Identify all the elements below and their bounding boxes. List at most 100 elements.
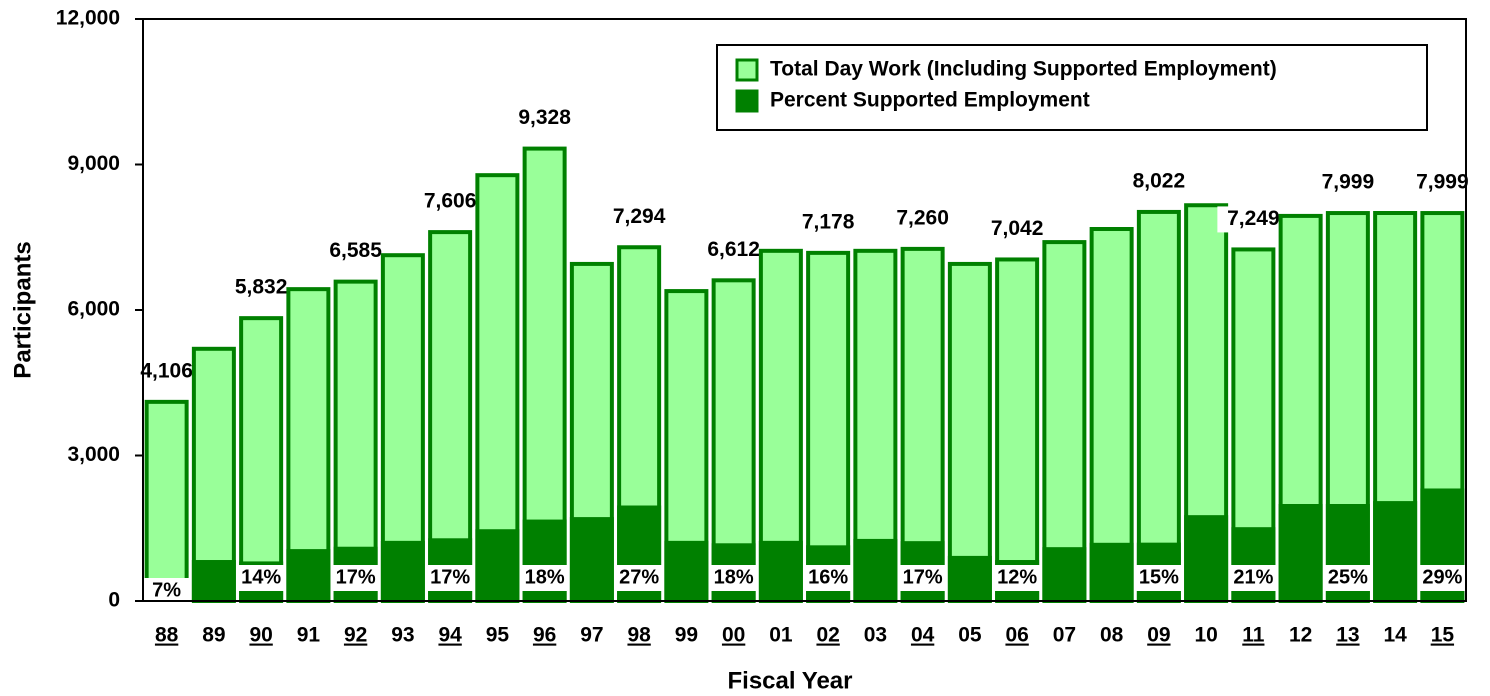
x-axis-label: Fiscal Year	[728, 667, 853, 694]
percent-label: 18%	[714, 566, 754, 588]
x-tick-label: 93	[391, 624, 414, 647]
x-tick-label: 98	[627, 624, 651, 647]
value-label-bg	[1311, 170, 1384, 197]
value-label-bg	[603, 204, 676, 231]
supported-bar	[947, 555, 992, 601]
x-tick-label: 11	[1242, 624, 1265, 647]
value-label-bg	[792, 209, 865, 236]
x-tick-label: 09	[1147, 624, 1170, 647]
x-tick-label: 90	[249, 624, 272, 647]
value-label: 6,585	[329, 239, 382, 262]
total-bar	[1136, 209, 1181, 603]
total-bar	[239, 316, 284, 603]
x-tick-label: 04	[911, 624, 935, 647]
supported-bar	[286, 549, 331, 601]
percent-label: 18%	[525, 566, 565, 588]
percent-label-bg	[520, 565, 569, 591]
x-tick-label: 96	[533, 624, 556, 647]
x-tick-label: 88	[155, 624, 179, 647]
value-label: 7,999	[1416, 171, 1469, 194]
x-tick-label: 05	[958, 624, 982, 647]
y-tick-label: 9,000	[67, 152, 120, 175]
percent-label: 17%	[903, 566, 943, 588]
percent-label: 16%	[808, 566, 848, 588]
percent-label-bg	[142, 578, 191, 604]
supported-bar	[664, 540, 709, 601]
legend-box	[716, 44, 1428, 131]
value-label: 7,999	[1322, 171, 1375, 194]
percent-label: 27%	[619, 566, 659, 588]
percent-label-bg	[709, 565, 758, 591]
value-label: 7,606	[424, 190, 477, 213]
value-label: 8,022	[1133, 169, 1186, 192]
total-bar	[191, 346, 236, 603]
x-tick-label: 91	[297, 624, 321, 647]
x-tick-label: 15	[1431, 624, 1455, 647]
supported-bar	[1373, 501, 1418, 601]
x-tick-label: 07	[1053, 624, 1076, 647]
value-label-bg	[225, 275, 298, 302]
percent-label: 7%	[152, 579, 181, 601]
value-label-bg	[886, 205, 959, 232]
x-tick-label: 00	[722, 624, 745, 647]
total-bar	[1042, 240, 1087, 603]
x-tick-label: 99	[675, 624, 698, 647]
percent-label: 21%	[1233, 566, 1273, 588]
x-tick-label: 10	[1194, 624, 1217, 647]
x-tick-label: 01	[769, 624, 793, 647]
value-label: 7,249	[1227, 207, 1280, 230]
y-tick-label: 0	[108, 589, 120, 612]
supported-bar	[191, 560, 236, 601]
legend-swatch	[735, 58, 759, 82]
y-tick-label: 3,000	[67, 443, 120, 466]
y-tick-label: 12,000	[56, 7, 120, 30]
x-tick-label: 89	[202, 624, 225, 647]
value-label: 9,328	[518, 106, 571, 129]
percent-label-bg	[615, 565, 664, 591]
value-label-bg	[1217, 206, 1290, 233]
value-label: 4,106	[140, 359, 193, 382]
value-label: 5,832	[235, 276, 288, 299]
x-tick-label: 06	[1005, 624, 1028, 647]
percent-label-bg	[804, 565, 853, 591]
percent-label-bg	[237, 565, 286, 591]
value-label: 7,042	[991, 217, 1044, 240]
value-label: 6,612	[707, 238, 760, 261]
percent-label: 17%	[336, 566, 376, 588]
y-axis-label: Participants	[9, 241, 36, 378]
x-tick-label: 14	[1383, 624, 1407, 647]
value-label-bg	[508, 105, 581, 132]
percent-label: 12%	[997, 566, 1037, 588]
legend-label: Percent Supported Employment	[770, 89, 1090, 112]
x-tick-label: 02	[816, 624, 839, 647]
value-label-bg	[1122, 168, 1195, 195]
legend-label: Total Day Work (Including Supported Empl…	[770, 58, 1277, 81]
supported-bar	[853, 538, 898, 601]
x-tick-label: 97	[580, 624, 603, 647]
legend-swatch	[735, 89, 759, 113]
percent-label-bg	[426, 565, 475, 591]
percent-label-bg	[1323, 565, 1372, 591]
supported-bar	[569, 517, 614, 601]
total-bar	[1089, 227, 1134, 603]
x-tick-label: 03	[864, 624, 887, 647]
percent-label-bg	[331, 565, 380, 591]
value-label: 7,294	[613, 205, 666, 228]
value-label-bg	[697, 237, 770, 264]
supported-bar	[1042, 547, 1087, 601]
percent-label-bg	[898, 565, 947, 591]
supported-bar	[1278, 504, 1323, 601]
y-tick-label: 6,000	[67, 298, 120, 321]
percent-label-bg	[1418, 565, 1467, 591]
percent-label: 17%	[430, 566, 470, 588]
value-label: 7,260	[896, 206, 949, 229]
plot-frame	[142, 18, 1467, 602]
x-tick-label: 08	[1100, 624, 1124, 647]
percent-label: 15%	[1139, 566, 1179, 588]
supported-bar	[380, 540, 425, 601]
total-bar	[995, 257, 1040, 603]
supported-bar	[1089, 542, 1134, 601]
x-tick-label: 13	[1336, 624, 1359, 647]
x-tick-label: 12	[1289, 624, 1312, 647]
